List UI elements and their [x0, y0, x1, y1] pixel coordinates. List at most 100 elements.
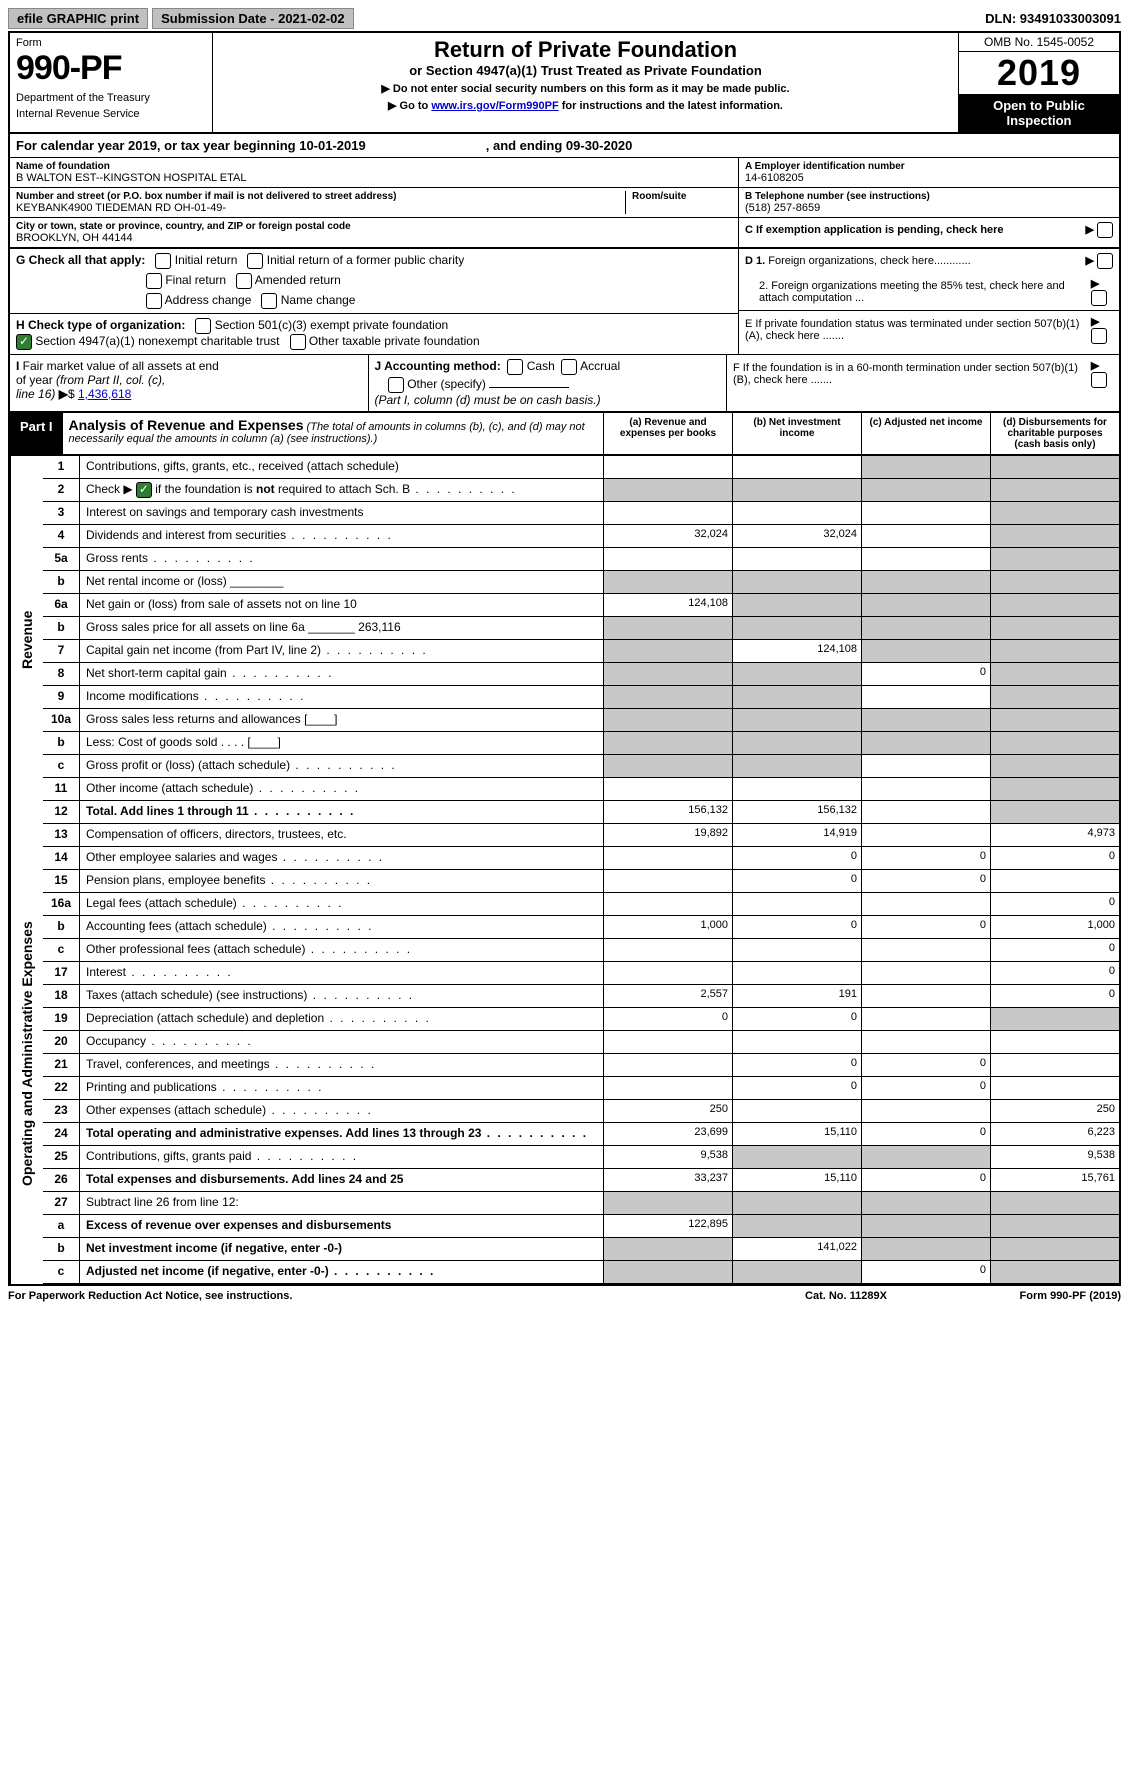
amount-cell [861, 1192, 990, 1214]
checkbox-initial-return[interactable] [155, 253, 171, 269]
line-description: Capital gain net income (from Part IV, l… [80, 640, 603, 662]
checkbox-other-taxable[interactable] [290, 334, 306, 350]
paperwork-notice: For Paperwork Reduction Act Notice, see … [8, 1290, 771, 1302]
phone: (518) 257-8659 [745, 202, 1113, 214]
checkbox-final-return[interactable] [146, 273, 162, 289]
checkbox-name-change[interactable] [261, 293, 277, 309]
amount-cell: 124,108 [603, 594, 732, 616]
amount-cell: 0 [732, 1008, 861, 1030]
line-number: 6a [43, 594, 80, 616]
checkbox-amended[interactable] [236, 273, 252, 289]
line-number: 20 [43, 1031, 80, 1053]
ssn-warning: ▶ Do not enter social security numbers o… [217, 82, 954, 95]
checkbox-schb[interactable] [136, 482, 152, 498]
amount-cell [990, 1031, 1119, 1053]
j-method-cell: J Accounting method: Cash Accrual Other … [368, 355, 727, 411]
amount-cell [732, 548, 861, 570]
form-title: Return of Private Foundation [217, 37, 954, 63]
table-row: bNet rental income or (loss) ________ [43, 571, 1119, 594]
table-row: cOther professional fees (attach schedul… [43, 939, 1119, 962]
amount-cell [861, 686, 990, 708]
city: BROOKLYN, OH 44144 [16, 232, 732, 244]
line-number: 5a [43, 548, 80, 570]
expenses-side-label: Operating and Administrative Expenses [10, 824, 43, 1284]
checkbox-address-change[interactable] [146, 293, 162, 309]
part1-desc: Analysis of Revenue and Expenses (The to… [63, 413, 603, 454]
checkbox-cash[interactable] [507, 359, 523, 375]
amount-cell: 0 [990, 939, 1119, 961]
line-number: 10a [43, 709, 80, 731]
line-number: 2 [43, 479, 80, 501]
amount-cell [990, 1077, 1119, 1099]
checkbox-4947[interactable] [16, 334, 32, 350]
j-note: (Part I, column (d) must be on cash basi… [375, 393, 601, 407]
checkbox-f[interactable] [1091, 372, 1107, 388]
g-label: G Check all that apply: [16, 253, 145, 267]
omb-number: OMB No. 1545-0052 [959, 33, 1119, 52]
room-label: Room/suite [632, 191, 732, 202]
fmv-value-link[interactable]: 1,436,618 [78, 387, 131, 401]
amount-cell [861, 755, 990, 777]
opt-accrual: Accrual [580, 359, 620, 373]
d1-cell: D 1. Foreign organizations, check here..… [739, 249, 1119, 273]
amount-cell [990, 870, 1119, 892]
table-row: aExcess of revenue over expenses and dis… [43, 1215, 1119, 1238]
amount-cell [603, 962, 732, 984]
line-number: 19 [43, 1008, 80, 1030]
checkbox-501c3[interactable] [195, 318, 211, 334]
revenue-rows: 1Contributions, gifts, grants, etc., rec… [43, 456, 1119, 824]
header-center: Return of Private Foundation or Section … [213, 33, 958, 132]
amount-cell [732, 663, 861, 685]
line-description: Other income (attach schedule) [80, 778, 603, 800]
checkbox-other-method[interactable] [388, 377, 404, 393]
amount-cell [861, 801, 990, 823]
amount-cell [861, 548, 990, 570]
c-label: C If exemption application is pending, c… [745, 224, 1004, 236]
line-description: Accounting fees (attach schedule) [80, 916, 603, 938]
table-row: 24Total operating and administrative exp… [43, 1123, 1119, 1146]
checkbox-accrual[interactable] [561, 359, 577, 375]
amount-cell [861, 962, 990, 984]
line-description: Gross sales price for all assets on line… [80, 617, 603, 639]
amount-cell [861, 594, 990, 616]
checkbox-e[interactable] [1091, 328, 1107, 344]
amount-cell: 0 [732, 916, 861, 938]
amount-cell: 156,132 [603, 801, 732, 823]
line-description: Contributions, gifts, grants paid [80, 1146, 603, 1168]
amount-cell: 15,110 [732, 1169, 861, 1191]
amount-cell: 6,223 [990, 1123, 1119, 1145]
amount-cell: 33,237 [603, 1169, 732, 1191]
checkbox-d1[interactable] [1097, 253, 1113, 269]
checkbox-c[interactable] [1097, 222, 1113, 238]
amount-cell [603, 479, 732, 501]
col-d-header: (d) Disbursements for charitable purpose… [990, 413, 1119, 454]
top-bar: efile GRAPHIC print Submission Date - 20… [8, 8, 1121, 29]
amount-cell: 0 [990, 962, 1119, 984]
header-left: Form 990-PF Department of the Treasury I… [10, 33, 213, 132]
amount-cell: 32,024 [603, 525, 732, 547]
amount-cell [732, 1100, 861, 1122]
table-row: bGross sales price for all assets on lin… [43, 617, 1119, 640]
address: KEYBANK4900 TIEDEMAN RD OH-01-49- [16, 202, 625, 214]
cal-year-begin: For calendar year 2019, or tax year begi… [16, 138, 366, 153]
efile-graphic-print-button[interactable]: efile GRAPHIC print [8, 8, 148, 29]
line-number: 14 [43, 847, 80, 869]
table-row: 11Other income (attach schedule) [43, 778, 1119, 801]
irs-link[interactable]: www.irs.gov/Form990PF [431, 100, 558, 112]
table-row: 15Pension plans, employee benefits00 [43, 870, 1119, 893]
amount-cell [603, 456, 732, 478]
amount-cell: 0 [861, 916, 990, 938]
line-description: Gross sales less returns and allowances … [80, 709, 603, 731]
line-number: 11 [43, 778, 80, 800]
amount-cell [732, 755, 861, 777]
amount-cell [732, 502, 861, 524]
checkbox-d2[interactable] [1091, 290, 1107, 306]
checkbox-initial-former[interactable] [247, 253, 263, 269]
amount-cell: 0 [990, 893, 1119, 915]
opt-501c3: Section 501(c)(3) exempt private foundat… [215, 318, 448, 332]
amount-cell [861, 456, 990, 478]
amount-cell [732, 571, 861, 593]
table-row: 6aNet gain or (loss) from sale of assets… [43, 594, 1119, 617]
f-text: F If the foundation is in a 60-month ter… [733, 362, 1091, 386]
line-number: 25 [43, 1146, 80, 1168]
